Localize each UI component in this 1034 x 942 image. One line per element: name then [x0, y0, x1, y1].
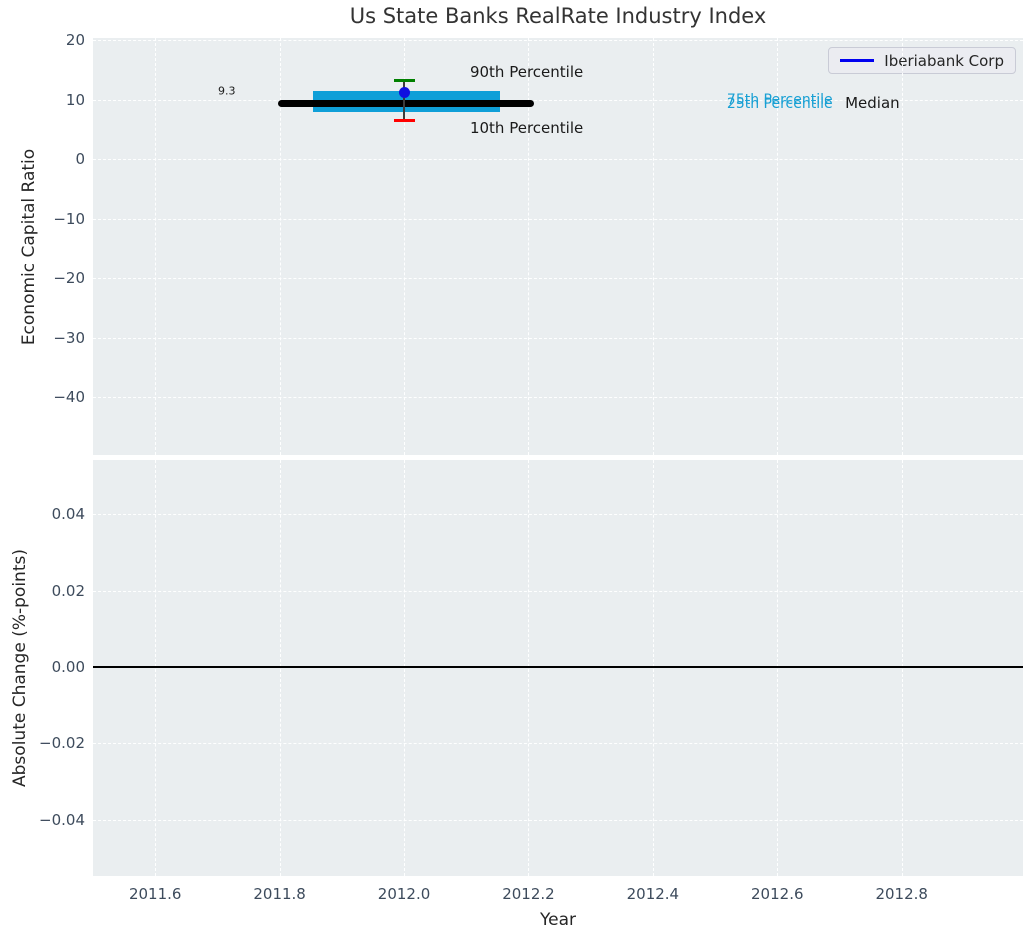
legend-line-sample	[840, 59, 875, 62]
p10-label: 10th Percentile	[469, 119, 584, 138]
y-tick-label: −40	[53, 388, 85, 406]
gridline	[155, 38, 157, 455]
gridline	[652, 460, 654, 876]
y-tick-label: 0.00	[51, 657, 85, 676]
y-tick-label: −0.02	[39, 734, 85, 753]
gridline	[528, 460, 530, 876]
gridline	[155, 460, 157, 876]
top-axes: Iberiabank Corp 9.3 90th Percentile 10th P…	[93, 38, 1023, 455]
p75-label: 75th Percentile	[726, 92, 833, 109]
gridline	[652, 38, 654, 455]
gridline	[93, 99, 1023, 101]
x-tick-label: 2012.2	[502, 885, 555, 903]
median-line	[277, 100, 535, 108]
median-label: Median	[845, 94, 900, 113]
gridline	[93, 743, 1023, 745]
y-tick-label: 0.02	[51, 581, 85, 600]
gridline	[93, 278, 1023, 280]
gridline	[279, 460, 281, 876]
y-tick-label: 0	[75, 150, 85, 169]
gridline	[93, 514, 1023, 516]
gridline	[93, 218, 1023, 220]
y-tick-label: −30	[53, 328, 85, 347]
x-tick-label: 2011.6	[128, 885, 182, 903]
p25-label: 25th Percentile	[726, 96, 833, 113]
gridline	[901, 38, 903, 455]
x-tick-label: 2011.8	[253, 885, 306, 903]
zero-line	[93, 665, 1023, 668]
x-tick-label: 2012.6	[751, 885, 804, 903]
gridline	[93, 40, 1023, 42]
y-tick-label: −10	[53, 209, 85, 228]
p90-label: 90th Percentile	[469, 63, 584, 82]
y-tick-label: −0.04	[39, 810, 85, 829]
iberiabank-point	[398, 87, 410, 99]
gridline	[777, 38, 779, 455]
x-tick-label: 2012.0	[377, 885, 431, 903]
gridline	[279, 38, 281, 455]
gridline	[93, 819, 1023, 821]
gridline	[901, 460, 903, 876]
y-tick-label: −20	[53, 269, 85, 288]
gridline	[777, 460, 779, 876]
gridline	[404, 460, 406, 876]
x-axis-label: Year	[540, 910, 576, 930]
y-tick-label: 10	[65, 90, 85, 109]
gridline	[528, 38, 530, 455]
legend: Iberiabank Corp	[828, 47, 1016, 74]
p10-cap	[393, 119, 415, 123]
legend-label: Iberiabank Corp	[884, 51, 1004, 70]
chart-title: Us State Banks RealRate Industry Index	[349, 4, 767, 28]
y-tick-label: 20	[65, 31, 85, 50]
top-y-axis-label: Economic Capital Ratio	[19, 148, 39, 346]
whisker-line	[403, 80, 405, 121]
p90-cap	[393, 79, 415, 83]
gridline	[93, 159, 1023, 161]
gridline	[93, 397, 1023, 398]
gridline	[93, 590, 1023, 592]
bottom-axes	[93, 460, 1023, 876]
gridline	[404, 38, 406, 455]
x-tick-label: 2012.8	[875, 885, 928, 903]
x-tick-label: 2012.4	[626, 885, 680, 903]
median-value-label: 9.3	[217, 84, 236, 98]
gridline	[93, 337, 1023, 339]
y-tick-label: 0.04	[51, 505, 85, 524]
